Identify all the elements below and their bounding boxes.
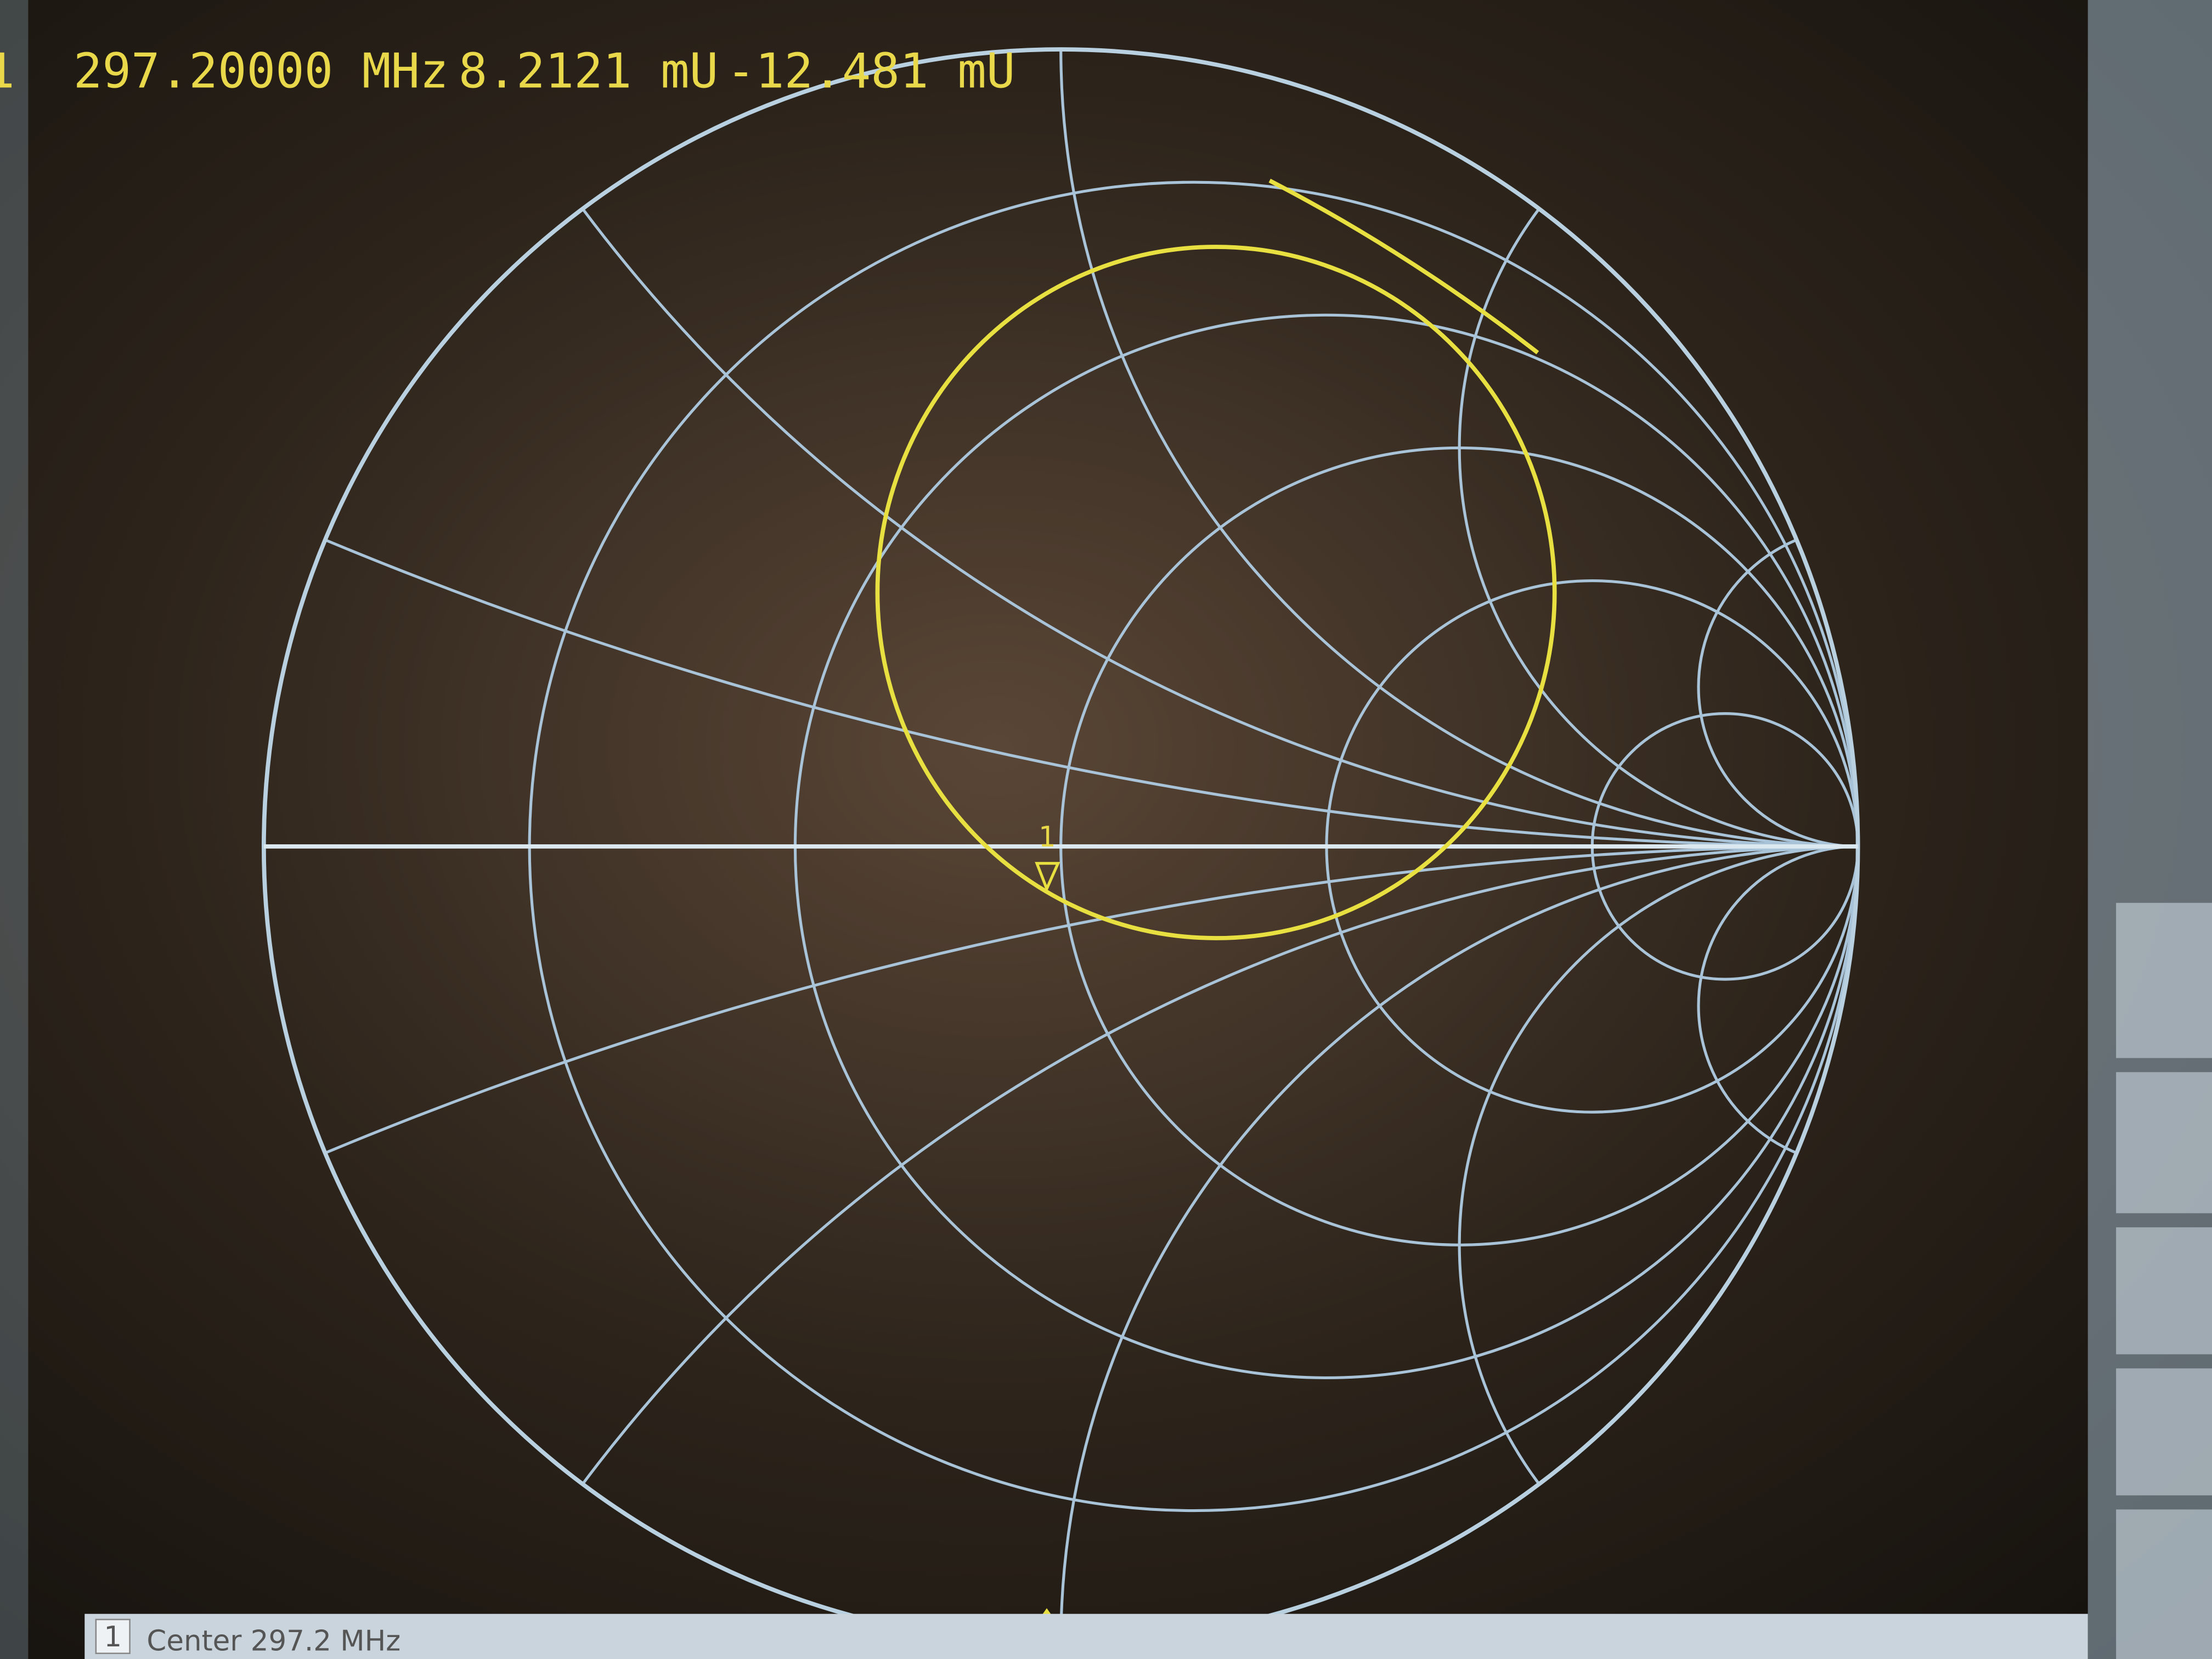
marker-real: 8.2121 mU	[459, 43, 719, 99]
marker-symbol	[1035, 862, 1060, 893]
reactance-arc	[1458, 49, 1858, 848]
reactance-arc	[1458, 845, 1858, 1644]
center-frequency: Center 297.2 MHz	[146, 1625, 400, 1658]
softkey[interactable]	[2116, 1368, 2212, 1496]
reactance-arc	[1697, 526, 1858, 848]
reactance-arc	[1697, 845, 1858, 1167]
screen-bezel	[0, 0, 29, 1659]
softkey[interactable]	[2116, 1509, 2212, 1659]
channel-box[interactable]	[95, 1618, 131, 1655]
marker-frequency: 297.20000 MHz	[74, 43, 449, 99]
channel-number: 1	[104, 1621, 122, 1654]
trace	[875, 245, 1557, 940]
softkey[interactable]	[2116, 1072, 2212, 1214]
marker-imaginary: -12.481 mU	[726, 43, 1015, 99]
trace	[1268, 178, 1539, 354]
marker-number: 1	[0, 43, 15, 99]
status-bar	[84, 1613, 2088, 1659]
softkey[interactable]	[2116, 1227, 2212, 1355]
softkey[interactable]	[2116, 902, 2212, 1058]
marker-label: 1	[1039, 821, 1056, 854]
